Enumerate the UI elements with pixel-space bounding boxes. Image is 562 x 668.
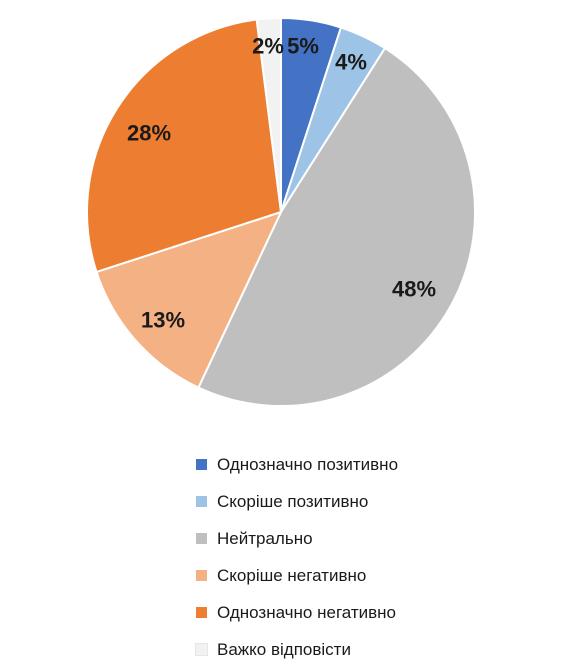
legend-label: Скоріше позитивно (217, 491, 369, 511)
legend-swatch (196, 533, 207, 544)
slice-value-label: 5% (287, 34, 319, 59)
slice-value-label: 4% (335, 50, 367, 75)
legend-item: Нейтрально (196, 520, 398, 557)
pie-slice (197, 46, 477, 407)
legend-label: Однозначно позитивно (217, 454, 399, 474)
legend-item: Скоріше негативно (196, 557, 398, 594)
pie-slice (95, 210, 283, 389)
chart-legend: Однозначно позитивно Скоріше позитивно Ней… (195, 446, 398, 668)
legend-swatch (196, 570, 207, 581)
slice-value-label: 48% (392, 277, 436, 302)
slice-value-label: 13% (141, 308, 185, 333)
pie-data-labels: 5% 4% 48% 13% 28% 2% (127, 34, 436, 333)
legend-item: Однозначно негативно (196, 594, 398, 631)
legend-item: Важко відповісти (195, 631, 398, 668)
legend-label: Нейтрально (217, 528, 313, 548)
pie-slices (86, 16, 477, 407)
pie-slice (255, 16, 282, 213)
legend-swatch (196, 459, 207, 470)
legend-label: Однозначно негативно (217, 602, 397, 622)
legend-item: Скоріше позитивно (196, 483, 398, 520)
legend-label: Важко відповісти (217, 639, 351, 659)
legend-item: Однозначно позитивно (196, 446, 398, 483)
legend-label: Скоріше негативно (217, 565, 367, 585)
slice-value-label: 2% (252, 34, 284, 59)
pie-slice (86, 18, 283, 274)
slice-value-label: 28% (127, 121, 171, 146)
legend-swatch (196, 607, 207, 618)
legend-swatch (195, 643, 208, 656)
legend-swatch (196, 496, 207, 507)
pie-chart: 5% 4% 48% 13% 28% 2% (86, 16, 477, 407)
